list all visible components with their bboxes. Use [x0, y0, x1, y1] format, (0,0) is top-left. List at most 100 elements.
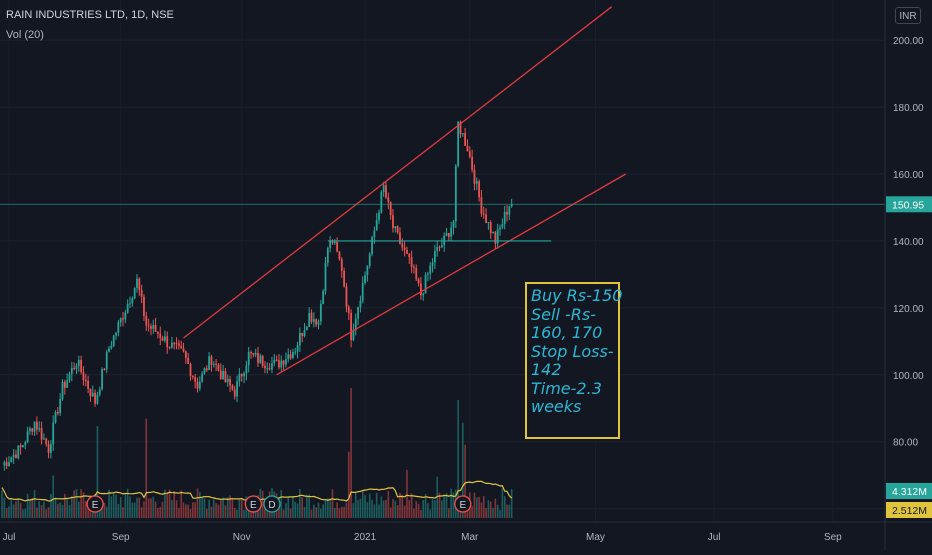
event-marker[interactable]: E — [244, 495, 262, 513]
trade-note-box: Buy Rs-150 Sell -Rs- 160, 170 Stop Loss-… — [525, 282, 622, 439]
candle-body — [510, 204, 513, 207]
candle-body — [496, 229, 499, 244]
candle-body — [101, 369, 103, 390]
candle-body — [317, 321, 320, 325]
candle-body — [410, 257, 413, 268]
volume-bar — [382, 500, 385, 518]
volume-bar — [73, 490, 75, 518]
candle-body — [154, 325, 157, 332]
candle-body — [319, 303, 322, 322]
candle-body — [182, 348, 185, 352]
volume-bar — [373, 504, 376, 518]
candle-body — [115, 332, 117, 336]
volume-bar — [310, 509, 313, 518]
candle-body — [45, 438, 48, 445]
event-marker-label: E — [459, 500, 466, 511]
volume-bar — [233, 507, 236, 518]
candle-body — [124, 312, 127, 320]
volume-bar — [482, 496, 485, 518]
candle-body — [478, 181, 480, 198]
candle-body — [180, 345, 183, 349]
candle-body — [378, 212, 380, 221]
candle-body — [189, 364, 192, 377]
volume-bar — [331, 489, 334, 518]
volume-bar — [84, 500, 87, 518]
currency-button[interactable]: INR — [895, 7, 921, 24]
candle-body — [440, 245, 443, 248]
candle-body — [366, 265, 369, 276]
candle-body — [350, 312, 352, 341]
candle-body — [40, 428, 43, 440]
volume-bar — [420, 509, 422, 518]
volume-bar — [143, 501, 145, 518]
volume-bar — [462, 422, 464, 518]
x-tick-label: May — [586, 532, 605, 543]
volume-bar — [510, 489, 513, 518]
volume-bar — [87, 508, 89, 518]
volume-bar — [380, 496, 383, 518]
note-line: Stop Loss- — [531, 341, 614, 361]
volume-bar — [201, 496, 203, 518]
candle-body — [212, 363, 215, 365]
volume-bar — [303, 506, 306, 518]
candle-body — [254, 353, 257, 355]
candle-body — [110, 345, 113, 349]
event-marker-circle — [263, 495, 281, 513]
candle-body — [457, 121, 460, 166]
volume-bar — [131, 502, 134, 518]
candle-body — [287, 354, 290, 360]
candle-body — [159, 333, 162, 338]
candle-body — [75, 365, 78, 369]
volume-bar — [96, 426, 99, 518]
volume-bar — [378, 504, 380, 518]
volume-bar — [103, 502, 106, 518]
candle-body — [73, 368, 76, 370]
volume-bar — [280, 489, 283, 518]
candle-body — [389, 202, 392, 216]
candle-body — [226, 378, 229, 383]
axis-label-bg — [886, 196, 932, 213]
volume-bar — [478, 497, 480, 518]
candle-body — [508, 206, 511, 215]
volume-bar — [415, 501, 418, 518]
y-tick-label: 180.00 — [893, 103, 924, 114]
volume-bar — [206, 508, 208, 518]
volume-bar — [168, 489, 171, 518]
candle-body — [10, 457, 13, 463]
volume-bar — [112, 492, 115, 518]
candle-body — [33, 421, 36, 432]
candle-body — [222, 370, 224, 380]
volume-bar — [10, 499, 13, 518]
volume-bar — [226, 497, 229, 518]
candle-body — [424, 274, 427, 294]
event-marker-label: E — [250, 500, 257, 511]
candle-body — [257, 353, 259, 363]
volume-bar — [401, 494, 404, 518]
event-marker[interactable]: E — [454, 495, 472, 513]
candle-body — [354, 318, 357, 331]
volume-bar — [57, 503, 59, 518]
volume-bar — [145, 418, 148, 518]
candle-body — [157, 331, 159, 334]
candle-body — [217, 364, 220, 371]
candle-body — [129, 303, 131, 305]
volume-bar — [161, 501, 164, 518]
volume-bar — [119, 497, 122, 518]
volume-bar — [5, 508, 8, 518]
candle-body — [415, 267, 418, 280]
volume-bar — [133, 502, 136, 518]
volume-bar — [136, 497, 138, 518]
candle-body — [506, 211, 508, 215]
volume-bar — [15, 501, 17, 518]
candle-body — [231, 385, 234, 390]
event-marker[interactable]: D — [263, 495, 281, 513]
candle-body — [250, 351, 252, 354]
event-marker[interactable]: E — [86, 495, 104, 513]
volume-bar — [475, 497, 478, 518]
volume-bar — [31, 497, 34, 518]
volume-bar — [322, 504, 324, 518]
candle-body — [480, 197, 483, 214]
volume-bar — [431, 499, 434, 518]
